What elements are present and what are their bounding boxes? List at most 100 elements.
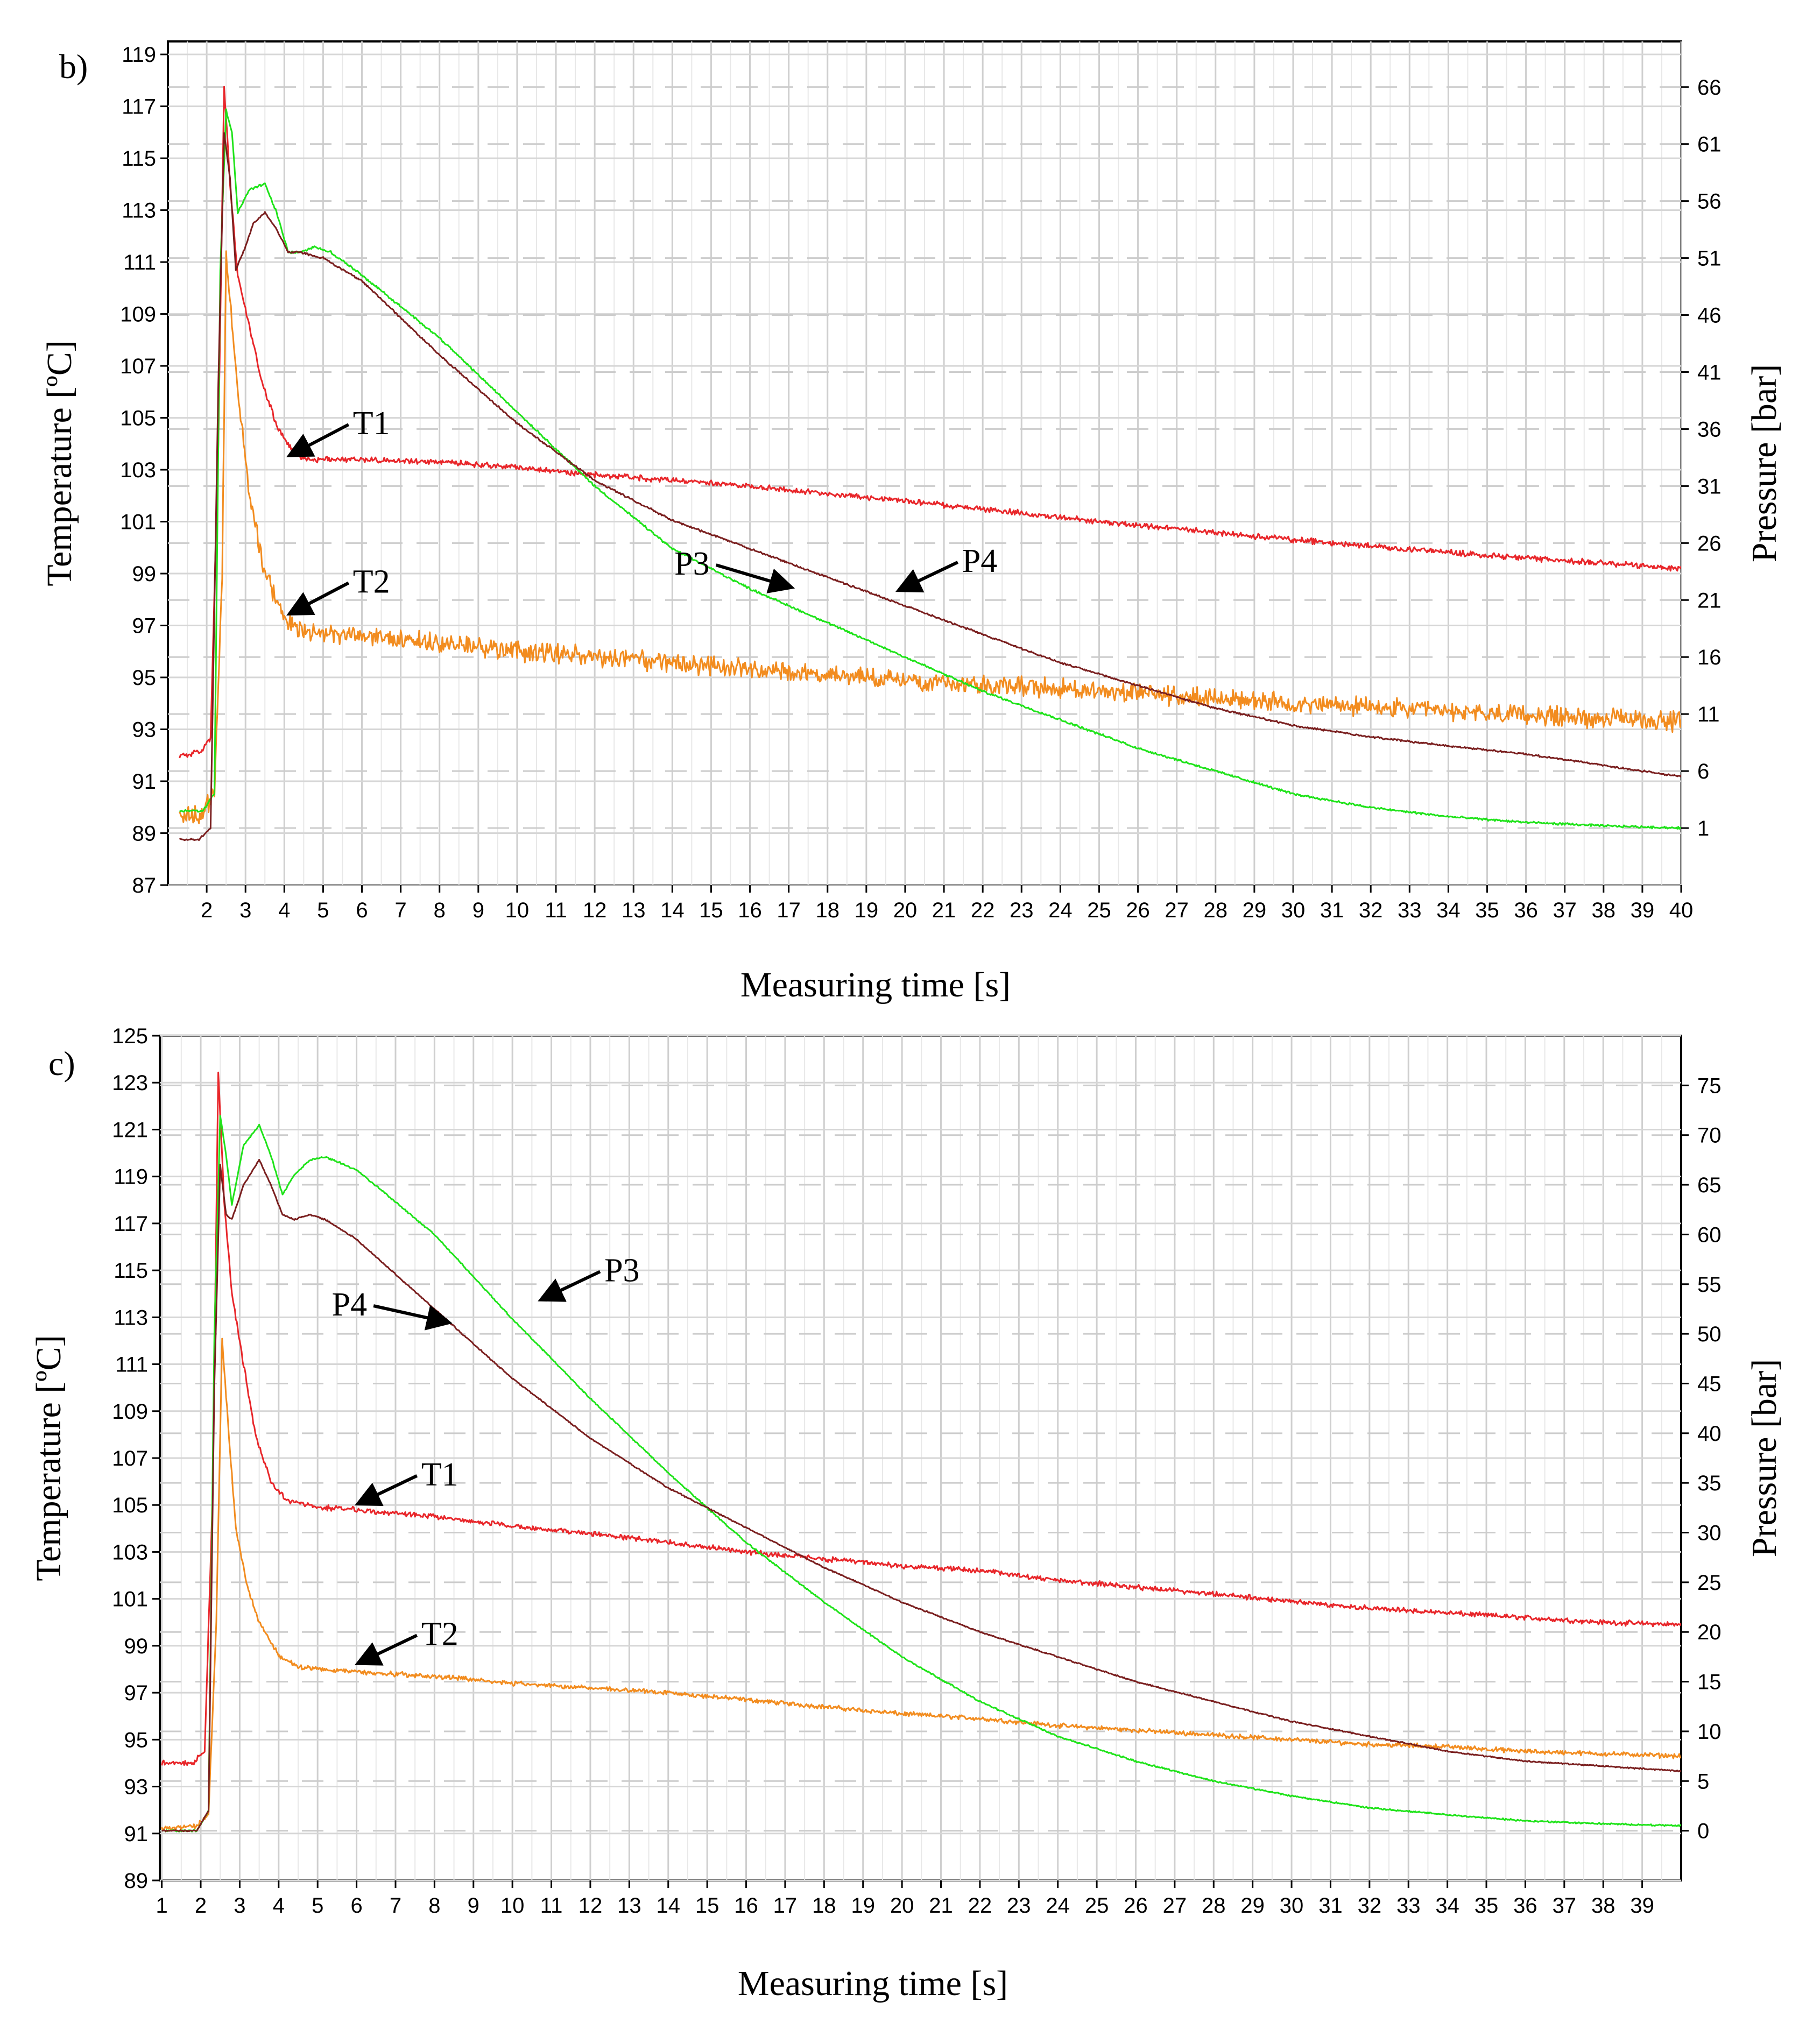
y-left-tick-label: 95	[132, 666, 157, 690]
y-left-tick-label: 103	[120, 458, 156, 482]
annotation-arrow	[538, 1270, 601, 1302]
y-right-tick-label: 75	[1697, 1074, 1722, 1098]
x-tick-label: 8	[428, 1894, 440, 1918]
x-tick-label: 37	[1553, 1894, 1577, 1918]
x-tick-label: 22	[971, 899, 995, 922]
y-right-tick-label: 70	[1697, 1124, 1722, 1148]
x-tick-label: 40	[1669, 899, 1694, 922]
x-tick-label: 39	[1631, 899, 1655, 922]
annotation-label-t1: T1	[421, 1456, 458, 1493]
x-tick-label: 25	[1085, 1894, 1109, 1918]
y-left-tick-label: 121	[112, 1118, 148, 1142]
x-tick-label: 13	[622, 899, 646, 922]
x-tick-label: 20	[890, 1894, 914, 1918]
x-tick-label: 29	[1240, 1894, 1265, 1918]
x-tick-label: 13	[617, 1894, 641, 1918]
annotation-arrow	[354, 1633, 418, 1666]
series-line-p3	[179, 108, 1681, 830]
x-tick-label: 37	[1553, 899, 1577, 922]
annotation-arrow	[286, 581, 350, 616]
x-tick-label: 14	[656, 1894, 680, 1918]
x-tick-label: 38	[1592, 899, 1616, 922]
x-tick-label: 18	[812, 1894, 836, 1918]
x-tick-label: 3	[234, 1894, 245, 1918]
x-tick-label: 1	[156, 1894, 167, 1918]
series-line-p3	[161, 1115, 1681, 1833]
x-tick-label: 20	[893, 899, 918, 922]
x-tick-label: 11	[545, 899, 567, 922]
y-right-tick-label: 5	[1697, 1770, 1709, 1793]
x-tick-label: 6	[350, 1894, 362, 1918]
series-line-t2	[161, 1338, 1681, 1831]
y-right-tick-label: 31	[1697, 475, 1722, 498]
y-right-tick-label: 65	[1697, 1173, 1722, 1197]
y-left-tick-label: 103	[112, 1540, 148, 1564]
x-tick-label: 19	[855, 899, 879, 922]
chart-c-y-right-title: Pressure [bar]	[1745, 1359, 1784, 1557]
x-tick-label: 19	[851, 1894, 875, 1918]
y-right-tick-label: 46	[1697, 304, 1722, 328]
x-tick-label: 27	[1165, 899, 1189, 922]
x-tick-label: 4	[278, 899, 290, 922]
chart-c-y-left-title: Temperature [ºC]	[29, 1335, 68, 1581]
y-right-tick-label: 35	[1697, 1472, 1722, 1495]
x-tick-label: 28	[1202, 1894, 1226, 1918]
x-tick-label: 38	[1591, 1894, 1616, 1918]
y-right-tick-label: 40	[1697, 1422, 1722, 1446]
y-right-tick-label: 66	[1697, 76, 1722, 100]
y-left-tick-label: 123	[112, 1071, 148, 1095]
y-left-tick-label: 109	[120, 303, 156, 327]
y-right-tick-label: 25	[1697, 1571, 1722, 1595]
x-tick-label: 15	[699, 899, 723, 922]
y-right-tick-label: 20	[1697, 1621, 1722, 1644]
chart-c-panel-label: c)	[48, 1044, 75, 1083]
chart-c-series	[161, 1071, 1681, 1833]
x-tick-label: 21	[929, 1894, 953, 1918]
y-left-tick-label: 117	[122, 95, 156, 119]
x-tick-label: 12	[579, 1894, 603, 1918]
x-tick-label: 28	[1204, 899, 1228, 922]
series-line-t1	[179, 86, 1681, 759]
y-right-tick-label: 51	[1697, 247, 1722, 271]
y-left-tick-label: 87	[132, 874, 157, 897]
y-right-tick-label: 0	[1697, 1820, 1709, 1843]
annotation-label-p4: P4	[332, 1286, 367, 1323]
y-left-tick-label: 91	[132, 770, 157, 794]
y-right-tick-label: 21	[1697, 589, 1722, 612]
x-tick-label: 27	[1163, 1894, 1187, 1918]
chart-b-y-right-title: Pressure [bar]	[1745, 364, 1784, 562]
y-left-tick-label: 107	[120, 355, 156, 378]
x-tick-label: 17	[773, 1894, 798, 1918]
y-left-tick-label: 95	[124, 1728, 149, 1752]
x-tick-label: 18	[815, 899, 840, 922]
chart-b-left-axis-ticks: 87 89 91 93 95 97 99 101 103 105 107 109 111 113 115 11…	[120, 43, 168, 897]
annotation-arrow	[286, 423, 350, 457]
y-right-tick-label: 6	[1697, 760, 1709, 783]
x-tick-label: 11	[540, 1894, 563, 1918]
y-left-tick-label: 105	[120, 407, 156, 430]
y-left-tick-label: 93	[124, 1776, 149, 1799]
x-tick-label: 36	[1514, 899, 1538, 922]
y-left-tick-label: 105	[112, 1494, 148, 1517]
y-right-tick-label: 45	[1697, 1372, 1722, 1396]
y-left-tick-label: 125	[112, 1024, 148, 1048]
x-tick-label: 30	[1281, 899, 1306, 922]
x-tick-label: 7	[390, 1894, 401, 1918]
y-left-tick-label: 89	[132, 822, 157, 846]
x-tick-label: 17	[777, 899, 801, 922]
x-tick-label: 24	[1046, 1894, 1070, 1918]
annotation-label-t1: T1	[353, 405, 390, 442]
chart-b-panel-label: b)	[59, 47, 88, 86]
series-line-t1	[161, 1071, 1681, 1766]
x-tick-label: 33	[1398, 899, 1422, 922]
y-left-tick-label: 89	[124, 1869, 149, 1893]
x-tick-label: 34	[1435, 1894, 1459, 1918]
chart-c-x-ticks: 1 2 3 4 5 6 7 8 9 10 11 12 13 14 15 16 17 18 19 20 21 22 23 24 2…	[156, 1880, 1654, 1918]
annotation-label-t2: T2	[353, 563, 390, 600]
annotation-label-t2: T2	[421, 1616, 458, 1652]
y-right-tick-label: 55	[1697, 1273, 1722, 1297]
y-right-tick-label: 50	[1697, 1322, 1722, 1346]
series-line-p4	[161, 1158, 1681, 1833]
